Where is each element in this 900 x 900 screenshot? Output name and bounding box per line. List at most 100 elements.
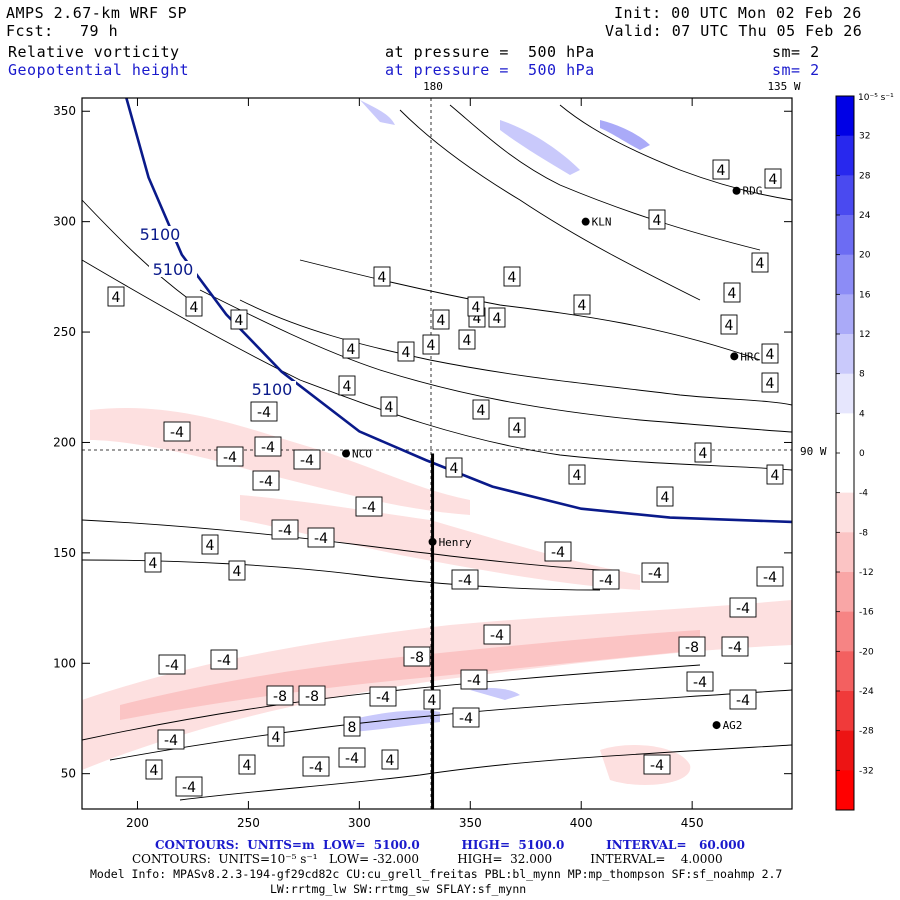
contour-label-box xyxy=(678,636,706,657)
contour-label: 4 xyxy=(450,461,459,477)
height-contour-label: 5100 xyxy=(153,260,194,279)
contour-label-box xyxy=(422,334,440,355)
contour-label-box xyxy=(381,749,399,770)
height-label-bg xyxy=(149,261,197,277)
contour-label: 4 xyxy=(150,763,159,779)
contour-label: -4 xyxy=(458,573,472,589)
y-tick-label: 300 xyxy=(53,215,76,229)
height-label-bg xyxy=(248,381,296,397)
contour-label-box xyxy=(751,252,769,273)
contour-label: -4 xyxy=(736,601,750,617)
colorbar-swatch xyxy=(836,135,854,176)
contour-label: -4 xyxy=(314,531,328,547)
colorbar-tick-label: -8 xyxy=(859,528,868,538)
contour-label: 4 xyxy=(728,286,737,302)
contour-label-box xyxy=(720,314,738,335)
contour-label: 4 xyxy=(717,163,726,179)
colorbar-tick-label: -12 xyxy=(859,568,874,578)
footer-physics-info: LW:rrtmg_lw SW:rrtmg_sw SFLAY:sf_mynn xyxy=(270,882,527,896)
contour-label: 4 xyxy=(493,311,502,327)
contour-label-box xyxy=(729,597,757,618)
contour-label: -4 xyxy=(490,628,504,644)
contour-label-box xyxy=(686,671,714,692)
contour-label: 4 xyxy=(578,298,587,314)
contour-label: -4 xyxy=(376,690,390,706)
stations: KLN RDG HRC NCO Henry AG2 xyxy=(342,185,762,732)
colorbar-tick-label: -32 xyxy=(859,766,874,776)
contour-label: 8 xyxy=(348,720,357,736)
contour-label: -8 xyxy=(305,689,319,705)
y-tick-label: 100 xyxy=(53,656,76,670)
contour-label: 4 xyxy=(206,538,215,554)
contour-label-box xyxy=(343,716,361,737)
contour-label-box xyxy=(145,759,163,780)
colorbar-tick-label: 4 xyxy=(859,409,865,419)
contour-label-box xyxy=(488,307,506,328)
contour-label-box xyxy=(648,209,666,230)
colorbar-tick-label: -20 xyxy=(859,647,874,657)
contour-label-box xyxy=(107,286,125,307)
station-label: KLN xyxy=(592,216,612,229)
contour-label: 4 xyxy=(386,753,395,769)
colorbar: 32 28 24 20 16 12 8 4 0 -4 -8 -12 -16 -20 -24 -28 -32 xyxy=(835,95,874,811)
contour-label-box xyxy=(373,266,391,287)
contour-label-box xyxy=(508,417,526,438)
station-marker xyxy=(732,186,741,195)
contour-label-box xyxy=(432,309,450,330)
contour-label-box xyxy=(756,566,784,587)
y-tick-label: 250 xyxy=(53,325,76,339)
forecast-hours: 79 h xyxy=(80,22,119,40)
colorbar-tick-label: 0 xyxy=(859,449,865,459)
contour-label: 4 xyxy=(428,693,437,709)
contour-label: 4 xyxy=(343,379,352,395)
contour-label-box xyxy=(451,569,479,590)
contour-label-box xyxy=(397,341,415,362)
contour-label-box xyxy=(764,168,782,189)
contour-label-box xyxy=(144,552,162,573)
contour-label-box xyxy=(729,689,757,710)
contour-label-box xyxy=(761,372,779,393)
colorbar-tick-label: -16 xyxy=(859,608,874,618)
colorbar-tick-label: 8 xyxy=(859,370,865,380)
colorbar-swatch xyxy=(836,254,854,295)
footer-model-info: Model Info: MPASv8.2.3-194-gf29cd82c CU:… xyxy=(90,867,783,881)
contour-label: -4 xyxy=(728,640,742,656)
footer-vorticity-contours: CONTOURS: UNITS=10⁻⁵ s⁻¹ LOW= -32.000 HI… xyxy=(132,852,723,866)
colorbar-tick-label: 16 xyxy=(859,290,871,300)
contour-label: 4 xyxy=(725,318,734,334)
contour-label-box xyxy=(592,569,620,590)
contour-labels: 4 4 4 4 4 4 4 4 4 4 4 4 4 4 4 4 4 4 4 4 4 4 4 4 4 4 4 4 4 4 4 4 4 4 4 4 4 4 -4… xyxy=(107,159,784,797)
contour-label: 4 xyxy=(233,564,242,580)
contour-label-box xyxy=(544,541,572,562)
contour-label-box xyxy=(766,464,784,485)
contour-label-box xyxy=(723,282,741,303)
contour-label-box xyxy=(266,685,294,706)
contour-label-box xyxy=(210,649,238,670)
contour-label: -4 xyxy=(182,780,196,796)
field1-smooth: sm= 2 xyxy=(772,43,820,61)
colorbar-tick-label: 12 xyxy=(859,330,870,340)
model-title: AMPS 2.67-km WRF SP xyxy=(6,4,188,22)
contour-label: -4 xyxy=(164,733,178,749)
contour-label-box xyxy=(230,309,248,330)
colorbar-tick-label: 20 xyxy=(859,251,871,261)
contour-label-box xyxy=(403,646,431,667)
station-marker xyxy=(712,721,721,730)
contour-label: 4 xyxy=(437,313,446,329)
contour-label: 4 xyxy=(243,758,252,774)
contour-label: 4 xyxy=(463,333,472,349)
station-marker xyxy=(730,352,739,361)
contour-label-box xyxy=(175,776,203,797)
contour-label: 4 xyxy=(190,300,199,316)
y-tick-label: 50 xyxy=(61,767,76,781)
contour-label: 4 xyxy=(513,421,522,437)
contour-label: 4 xyxy=(653,213,662,229)
y-tick-label: 150 xyxy=(53,546,76,560)
contour-label: -8 xyxy=(685,640,699,656)
field2-smooth: sm= 2 xyxy=(772,61,820,79)
station-marker xyxy=(428,537,437,546)
x-tick-label: 400 xyxy=(570,816,593,830)
height-contour-label: 5100 xyxy=(140,225,181,244)
x-tick-label: 300 xyxy=(348,816,371,830)
contour-label: -4 xyxy=(217,653,231,669)
